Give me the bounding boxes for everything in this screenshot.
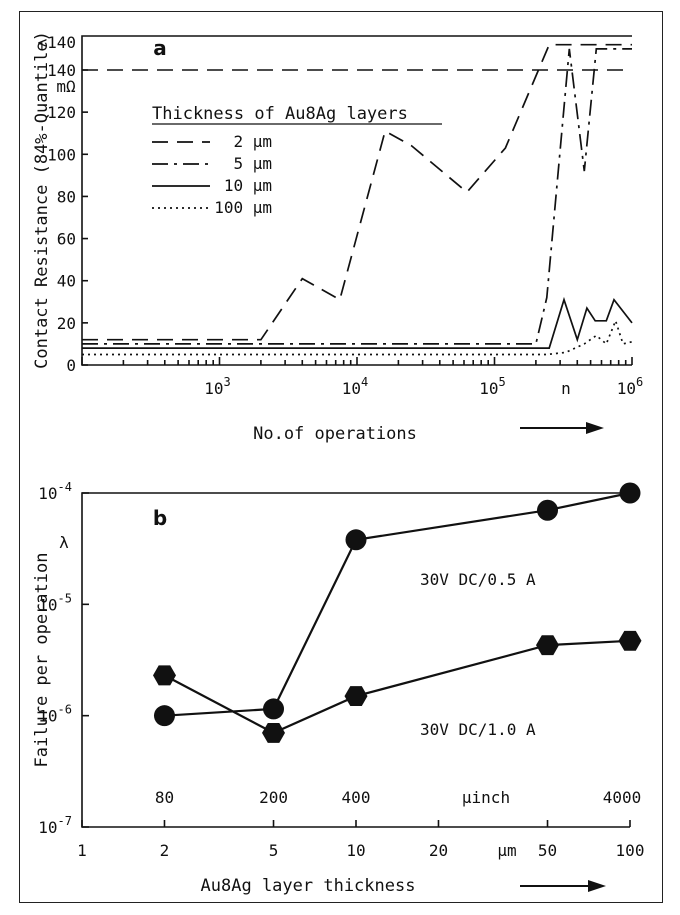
panel-b-series-line bbox=[164, 491, 631, 717]
panel-a-y-tick-label: <140 bbox=[37, 33, 76, 52]
panel-b-x-tick-label: 100 bbox=[616, 841, 645, 860]
panel-b-x-unit: µm bbox=[497, 841, 516, 860]
panel-a-legend-label: 100 µm bbox=[214, 198, 272, 217]
panel-b-hexagon-point bbox=[344, 686, 368, 706]
panel-b-series-label: 30V DC/0.5 A bbox=[420, 570, 536, 589]
panel-a-legend-title: Thickness of Au8Ag layers bbox=[152, 104, 408, 124]
panel-b-circle-point bbox=[619, 482, 641, 504]
panel-a-legend-label: 5 µm bbox=[233, 154, 272, 173]
panel-b-circle-point bbox=[153, 705, 175, 727]
panel-b-circle-point bbox=[263, 698, 285, 720]
panel-a-x-arrow-head bbox=[586, 422, 604, 434]
panel-a-y-tick-label: 80 bbox=[57, 187, 76, 206]
panel-a-series-line bbox=[82, 296, 633, 349]
panel-a-y-tick-label: 40 bbox=[57, 272, 76, 291]
panel-b-hexagon-point bbox=[618, 630, 642, 651]
panel-b-series-line bbox=[163, 639, 631, 735]
panel-a-y-tick-label: 140 bbox=[47, 61, 76, 80]
panel-a-y-tick-label: 100 bbox=[47, 145, 76, 164]
panel-a-x-tick-label: 105 bbox=[479, 375, 506, 398]
panel-b-x-tick-label: 2 bbox=[160, 841, 170, 860]
panel-b-hexagon-point bbox=[153, 665, 176, 686]
panel-b-x-arrow-head bbox=[588, 880, 606, 892]
panel-b-y-symbol: λ bbox=[59, 533, 69, 552]
panel-a-label: a bbox=[153, 36, 167, 60]
panel-a-x-axis-label: No.of operations bbox=[253, 424, 417, 444]
figure-frame bbox=[19, 11, 663, 903]
panel-b-circle-point bbox=[345, 529, 367, 551]
panel-a-series-line bbox=[82, 48, 632, 345]
panel-b-x-tick-label: 1 bbox=[77, 841, 87, 860]
panel-b-series-label: 30V DC/1.0 A bbox=[420, 720, 536, 739]
panel-a-y-axis-label: Contact Resistance (84%-Quantile) bbox=[32, 31, 52, 369]
panel-b-x-tick-label: 50 bbox=[538, 841, 557, 860]
panel-b-inch-label: 80 bbox=[155, 788, 174, 807]
panel-a-y-tick-label: 60 bbox=[57, 230, 76, 249]
panel-b-hexagon-point bbox=[262, 723, 285, 743]
panel-a-x-tick-label: 104 bbox=[342, 375, 369, 398]
panel-b-x-axis-label: Au8Ag layer thickness bbox=[201, 876, 416, 896]
panel-b-y-tick-label: 10-5 bbox=[38, 591, 72, 614]
panel-a-x-tick-label: 103 bbox=[204, 375, 231, 398]
panel-b-inch-label: 200 bbox=[259, 788, 288, 807]
panel-a-legend-label: 2 µm bbox=[233, 132, 272, 151]
panel-a-legend-label: 10 µm bbox=[224, 176, 272, 195]
panel-a-y-tick-label: 0 bbox=[66, 356, 76, 375]
panel-b-circle-point bbox=[537, 499, 559, 521]
panel-a-x-tick-label: 106 bbox=[617, 375, 644, 398]
panel-a-y-tick-label: 120 bbox=[47, 103, 76, 122]
panel-b-y-tick-label: 10-4 bbox=[38, 480, 72, 503]
panel-a-axes bbox=[81, 35, 632, 366]
panel-a-y-tick-label: 20 bbox=[57, 314, 76, 333]
panel-b-inch-label: 4000 bbox=[603, 788, 642, 807]
panel-b-y-axis-label: Failure per operation bbox=[32, 553, 52, 768]
panel-b-x-tick-label: 5 bbox=[269, 841, 279, 860]
panel-b-x-tick-label: 20 bbox=[429, 841, 448, 860]
panel-a-x-letter: n bbox=[561, 379, 571, 398]
panel-b-label: b bbox=[153, 506, 167, 530]
panel-a-series-line bbox=[82, 43, 632, 341]
panel-b-y-tick-label: 10-6 bbox=[38, 703, 72, 726]
panel-b-x-tick-label: 10 bbox=[346, 841, 365, 860]
panel-b-inch-label: 400 bbox=[342, 788, 371, 807]
panel-a-series-line bbox=[82, 318, 633, 356]
panel-b-inch-unit: µinch bbox=[462, 788, 510, 807]
panel-b-y-tick-label: 10-7 bbox=[38, 814, 72, 837]
panel-a-y-unit: mΩ bbox=[56, 77, 76, 96]
panel-b-hexagon-point bbox=[536, 635, 559, 656]
